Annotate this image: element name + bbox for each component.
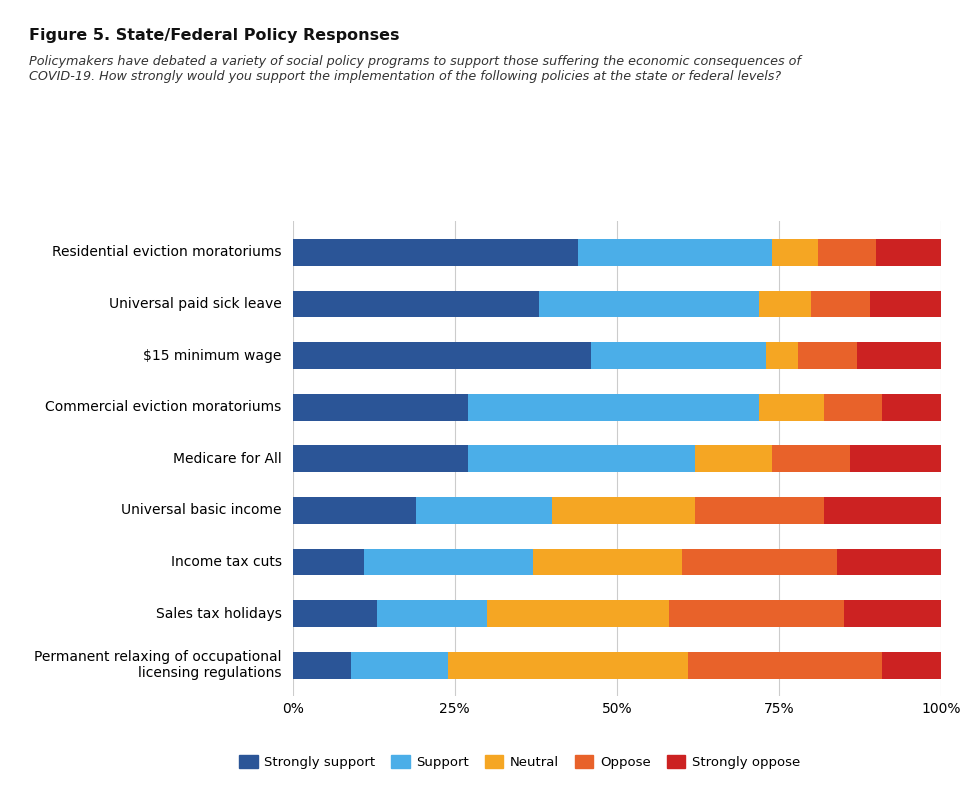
Bar bbox=[772, 239, 818, 266]
Bar bbox=[824, 497, 941, 524]
Bar bbox=[818, 239, 876, 266]
Bar bbox=[837, 548, 941, 575]
Bar bbox=[851, 445, 941, 472]
Bar bbox=[293, 445, 468, 472]
Bar bbox=[882, 394, 941, 421]
Bar bbox=[870, 290, 941, 317]
Bar bbox=[669, 600, 844, 627]
Bar bbox=[766, 343, 799, 369]
Bar bbox=[293, 600, 377, 627]
Text: Policymakers have debated a variety of social policy programs to support those s: Policymakers have debated a variety of s… bbox=[29, 55, 801, 83]
Bar bbox=[824, 394, 882, 421]
Bar bbox=[882, 652, 941, 679]
Bar bbox=[552, 497, 694, 524]
Bar bbox=[591, 343, 766, 369]
Bar bbox=[799, 343, 856, 369]
Bar bbox=[844, 600, 941, 627]
Bar bbox=[533, 548, 682, 575]
Legend: Strongly support, Support, Neutral, Oppose, Strongly oppose: Strongly support, Support, Neutral, Oppo… bbox=[234, 750, 805, 774]
Bar bbox=[811, 290, 870, 317]
Bar bbox=[293, 343, 591, 369]
Bar bbox=[293, 290, 540, 317]
Bar bbox=[448, 652, 688, 679]
Bar bbox=[293, 239, 578, 266]
Bar bbox=[759, 290, 811, 317]
Bar bbox=[364, 548, 533, 575]
Bar bbox=[876, 239, 941, 266]
Bar bbox=[578, 239, 772, 266]
Bar bbox=[351, 652, 448, 679]
Bar bbox=[293, 548, 364, 575]
Bar bbox=[856, 343, 941, 369]
Bar bbox=[695, 445, 772, 472]
Bar bbox=[293, 497, 416, 524]
Bar bbox=[468, 394, 759, 421]
Bar bbox=[759, 394, 824, 421]
Bar bbox=[377, 600, 488, 627]
Bar bbox=[688, 652, 882, 679]
Bar bbox=[540, 290, 759, 317]
Bar bbox=[695, 497, 824, 524]
Bar bbox=[293, 652, 351, 679]
Bar bbox=[416, 497, 552, 524]
Text: Figure 5. State/Federal Policy Responses: Figure 5. State/Federal Policy Responses bbox=[29, 28, 399, 43]
Bar bbox=[293, 394, 468, 421]
Bar bbox=[488, 600, 669, 627]
Bar bbox=[682, 548, 837, 575]
Bar bbox=[468, 445, 694, 472]
Bar bbox=[772, 445, 851, 472]
